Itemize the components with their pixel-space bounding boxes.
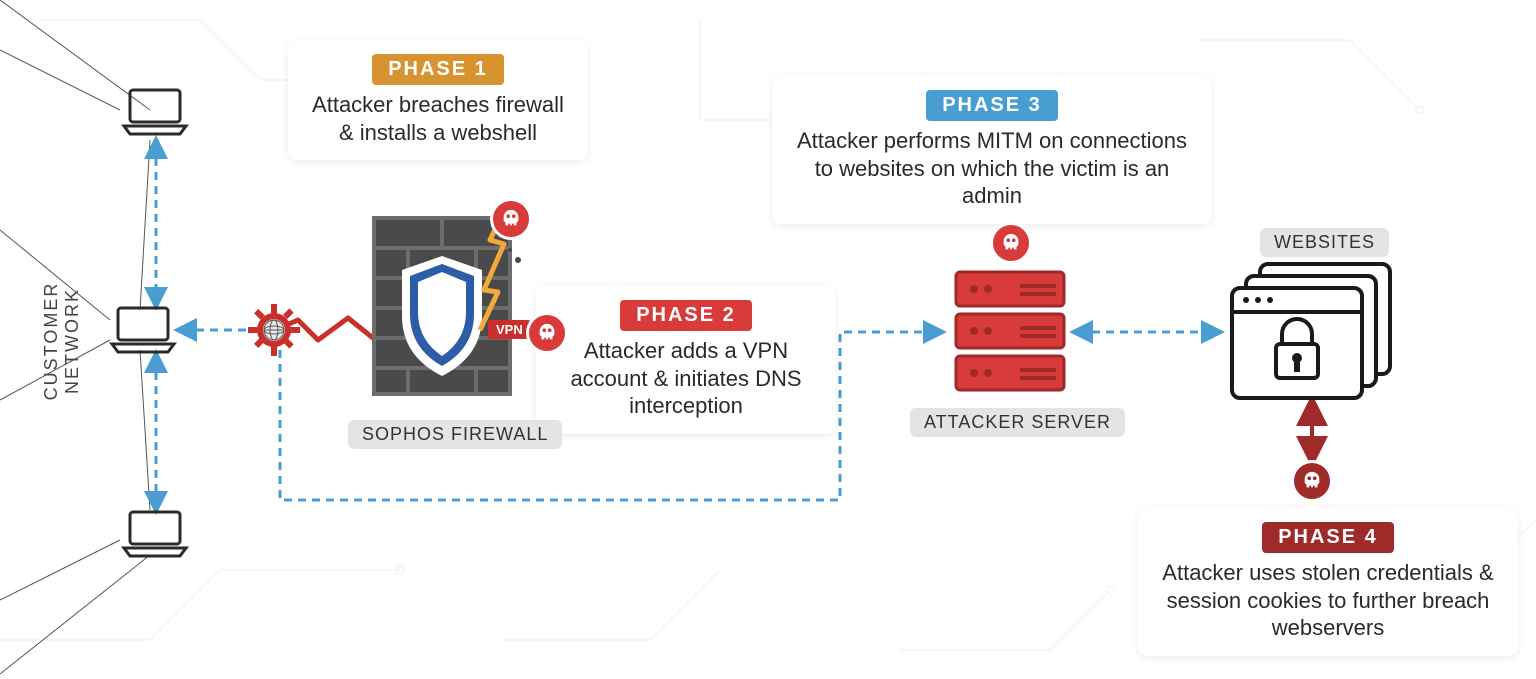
websites-icon [1222, 258, 1402, 408]
phase-1-card: PHASE 1 Attacker breaches firewall & ins… [288, 40, 588, 160]
laptop-icon [108, 304, 178, 354]
skull-icon [490, 198, 532, 240]
phase-3-desc: Attacker performs MITM on connections to… [794, 127, 1190, 210]
laptop-icon [120, 508, 190, 558]
phase-2-pill: PHASE 2 [620, 300, 752, 331]
sophos-firewall-label: SOPHOS FIREWALL [348, 420, 562, 449]
phase-4-pill: PHASE 4 [1262, 522, 1394, 553]
phase-1-pill: PHASE 1 [372, 54, 504, 85]
phase-2-desc: Attacker adds a VPN account & initiates … [558, 337, 814, 420]
phase-4-desc: Attacker uses stolen credentials & sessi… [1160, 559, 1496, 642]
customer-network-label: CUSTOMER NETWORK [41, 231, 83, 451]
skull-icon [1291, 460, 1333, 502]
phase-4-card: PHASE 4 Attacker uses stolen credentials… [1138, 508, 1518, 656]
phase-3-card: PHASE 3 Attacker performs MITM on connec… [772, 76, 1212, 224]
phase-2-card: PHASE 2 Attacker adds a VPN account & in… [536, 286, 836, 434]
gear-globe-icon [248, 304, 300, 356]
attacker-server-icon [950, 266, 1070, 396]
phase-3-pill: PHASE 3 [926, 90, 1058, 121]
vpn-badge: VPN [488, 320, 531, 339]
skull-icon [990, 222, 1032, 264]
attacker-server-label: ATTACKER SERVER [910, 408, 1125, 437]
laptop-icon [120, 86, 190, 136]
skull-icon [526, 312, 568, 354]
phase-1-desc: Attacker breaches firewall & installs a … [310, 91, 566, 146]
websites-label: WEBSITES [1260, 228, 1389, 257]
